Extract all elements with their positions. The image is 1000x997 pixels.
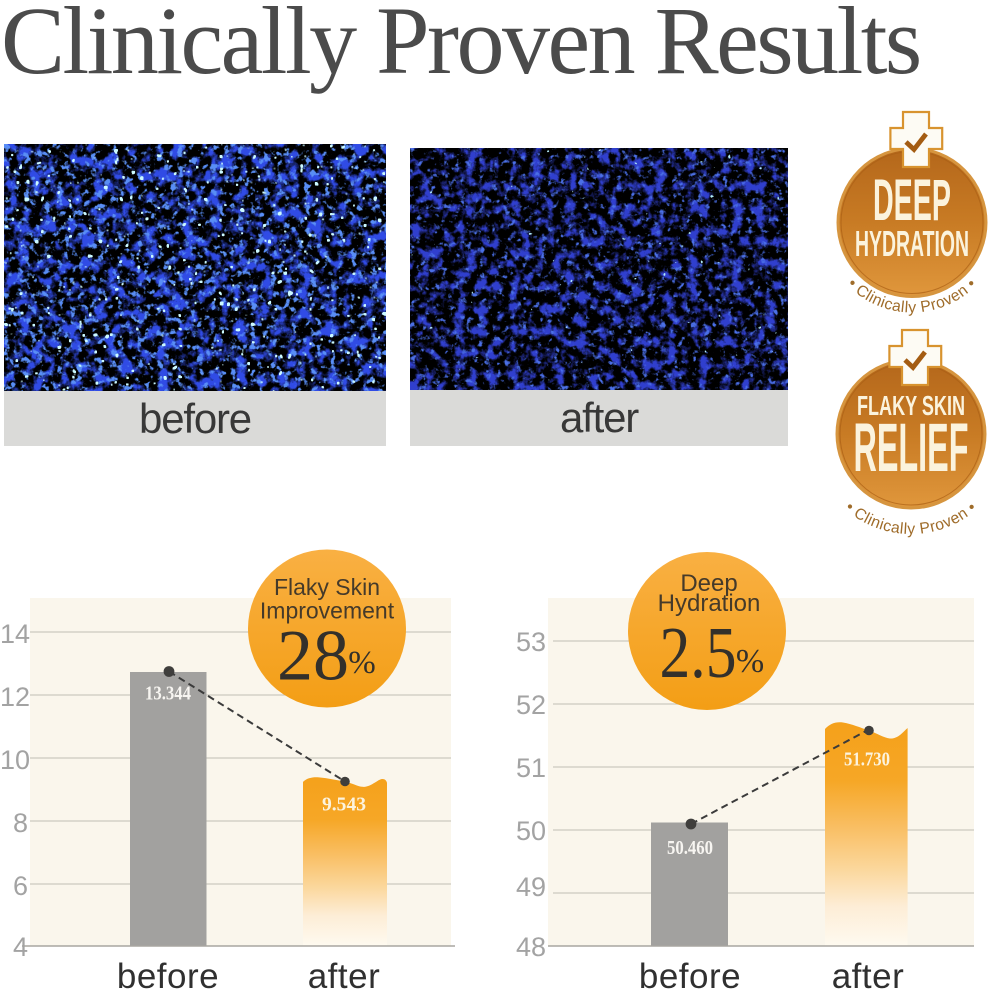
svg-text:%: % [736,643,764,680]
svg-text:13.344: 13.344 [145,683,191,705]
svg-text:Deep: Deep [680,570,737,597]
svg-text:HYDRATION: HYDRATION [855,223,969,264]
svg-text:FLAKY SKIN: FLAKY SKIN [857,390,965,421]
svg-text:2.5: 2.5 [660,612,737,693]
svg-text:28: 28 [277,615,349,695]
svg-text:51.730: 51.730 [844,749,890,771]
svg-text:Flaky Skin: Flaky Skin [274,574,380,600]
svg-text:RELIEF: RELIEF [854,409,969,486]
svg-text:DEEP: DEEP [873,168,951,233]
svg-text:9.543: 9.543 [322,794,366,816]
svg-text:Hydration: Hydration [658,590,761,617]
svg-text:Improvement: Improvement [260,598,395,624]
svg-text:%: % [348,645,376,681]
svg-text:50.460: 50.460 [667,837,713,859]
